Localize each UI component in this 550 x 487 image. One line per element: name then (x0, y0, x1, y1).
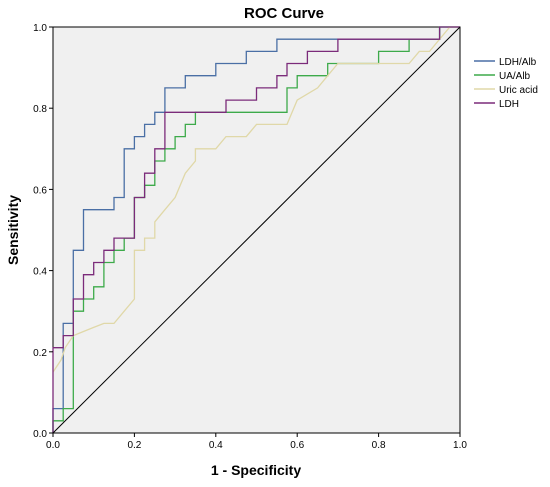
x-axis-label: 1 - Specificity (211, 462, 301, 478)
y-tick-label: 0.2 (33, 348, 47, 359)
legend: LDH/Alb UA/Alb Uric acid LDH (474, 57, 538, 110)
y-axis-label: Sensitivity (5, 195, 21, 265)
series-line-2 (52, 26, 460, 373)
series-line-3 (52, 26, 460, 433)
x-tick-label: 0.0 (46, 440, 60, 451)
axes-layer: 0.0 0.2 0.4 0.6 0.8 1.0 0.0 0.2 0.4 0.6 0.8 1.0 (33, 23, 467, 451)
legend-label: UA/Alb (499, 71, 531, 82)
y-tick-label: 0.0 (33, 429, 47, 440)
x-tick-label: 0.8 (372, 440, 386, 451)
legend-label: LDH (499, 99, 519, 110)
series-line-0 (52, 26, 460, 433)
x-tick-label: 0.6 (290, 440, 304, 451)
legend-label: Uric acid (499, 85, 538, 96)
legend-label: LDH/Alb (499, 57, 537, 68)
series-layer (52, 26, 461, 434)
chart-title: ROC Curve (244, 5, 324, 22)
y-tick-label: 1.0 (33, 23, 47, 34)
y-tick-label: 0.6 (33, 185, 47, 196)
x-tick-label: 1.0 (453, 440, 467, 451)
x-tick-label: 0.4 (209, 440, 223, 451)
y-tick-label: 0.4 (33, 267, 47, 278)
x-tick-label: 0.2 (127, 440, 141, 451)
y-tick-label: 0.8 (33, 104, 47, 115)
reference-line (52, 26, 461, 434)
